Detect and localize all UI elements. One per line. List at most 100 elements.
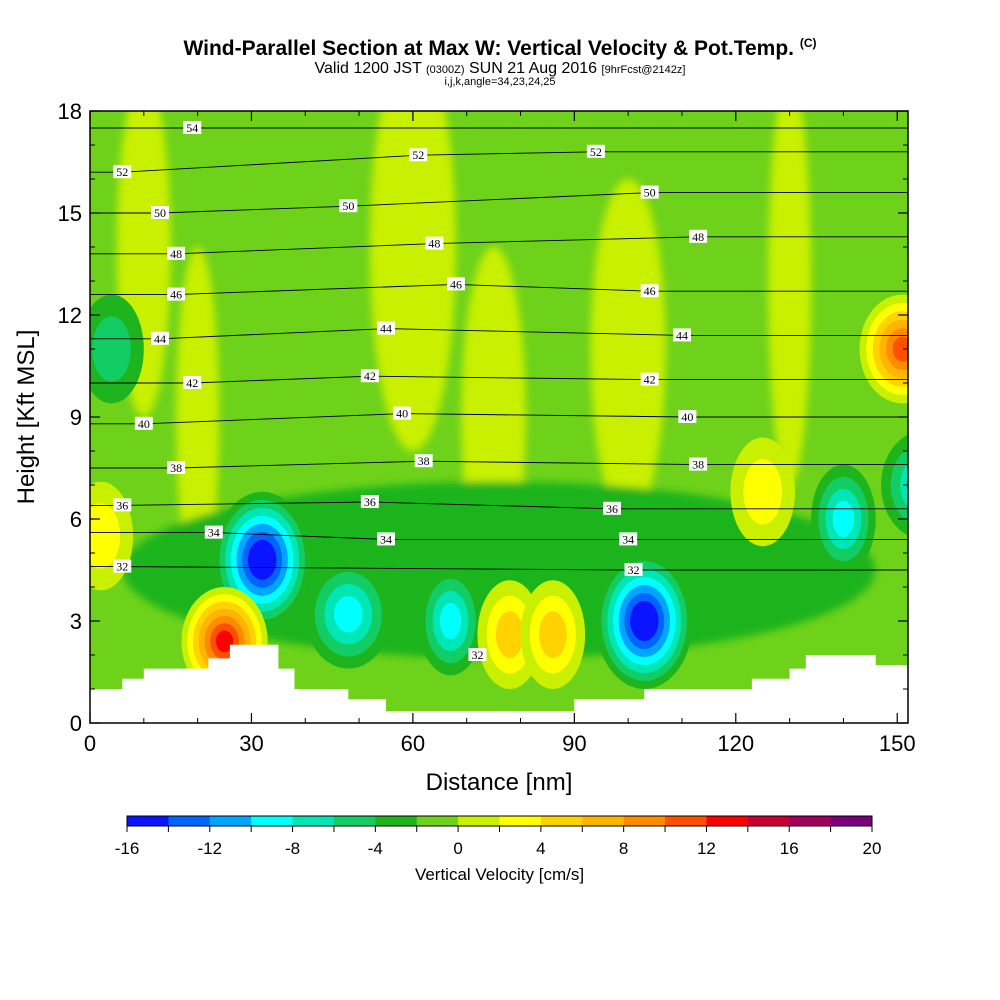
- colorbar-swatch: [127, 816, 169, 826]
- contour-label: 48: [692, 230, 704, 244]
- colorbar-tick-label: 4: [536, 839, 545, 858]
- contour-label-box: [446, 277, 465, 291]
- contour-label: 48: [170, 247, 182, 261]
- chart-indices: i,j,k,angle=34,23,24,25: [444, 76, 556, 88]
- contour-label-box: [183, 121, 202, 134]
- y-tick-label: 18: [58, 99, 82, 124]
- contour-label-box: [150, 206, 169, 219]
- contour-label: 44: [154, 332, 166, 346]
- velocity-band: [333, 596, 363, 633]
- contour-label: 42: [364, 369, 376, 383]
- contour-label-box: [640, 185, 659, 199]
- contour-label-box: [603, 501, 622, 515]
- contour-label: 44: [676, 328, 688, 342]
- contour-label-box: [409, 148, 428, 162]
- contour-label-box: [678, 410, 697, 423]
- velocity-field: [90, 111, 908, 723]
- contour-label-box: [414, 454, 433, 468]
- contour-label: 36: [606, 502, 618, 516]
- colorbar-swatch: [251, 816, 294, 826]
- colorbar-swatch: [747, 816, 790, 826]
- contour-label: 52: [116, 165, 128, 179]
- contour-label: 38: [170, 461, 182, 475]
- terrain-shape: [90, 644, 908, 723]
- colorbar-swatch: [830, 816, 873, 826]
- contour-label: 46: [170, 288, 182, 302]
- field-band: [369, 111, 456, 451]
- contour-label-box: [376, 532, 395, 546]
- field-band: [768, 111, 812, 485]
- colorbar-swatch: [375, 816, 418, 826]
- velocity-feature: [305, 559, 392, 669]
- contour-label: 32: [116, 560, 128, 574]
- contour-label: 34: [622, 532, 634, 546]
- contour-label: 44: [380, 322, 392, 336]
- colorbar-tick-label: -8: [285, 839, 300, 858]
- velocity-feature: [595, 553, 693, 689]
- colorbar-swatch: [209, 816, 252, 826]
- velocity-band: [92, 316, 131, 382]
- contour-label-box: [586, 144, 605, 158]
- contour-label-box: [393, 406, 412, 420]
- contour-label: 50: [154, 206, 166, 220]
- contour-labels: 32 32 32 34 34 34 36 36 36 38 38 38 40 40 40 42 42 42 44 44…: [113, 121, 708, 662]
- contour-label: 46: [644, 284, 656, 298]
- velocity-feature: [418, 566, 483, 676]
- contour-label-box: [113, 498, 132, 512]
- y-axis-label: Height [Kft MSL]: [13, 330, 40, 505]
- velocity-band: [743, 459, 783, 525]
- theta-contour-32: [90, 566, 908, 571]
- velocity-band: [215, 630, 234, 653]
- colorbar-tick-label: -12: [197, 839, 222, 858]
- colorbar-swatch: [789, 816, 832, 826]
- colorbar-tick-label: 16: [780, 839, 799, 858]
- contour-label: 50: [644, 186, 656, 200]
- contour-label: 48: [428, 237, 440, 251]
- velocity-feature: [90, 294, 144, 404]
- contour-label-box: [689, 229, 708, 243]
- velocity-band: [635, 609, 653, 633]
- x-tick-label: 30: [239, 731, 263, 756]
- colorbar-label: Vertical Velocity [cm/s]: [415, 865, 584, 884]
- copyright-mark: (C): [799, 36, 817, 50]
- velocity-band: [538, 611, 567, 658]
- contour-label-box: [468, 648, 487, 661]
- colorbar-swatch: [458, 816, 500, 826]
- chart-title: Wind-Parallel Section at Max W: Vertical…: [183, 36, 817, 60]
- y-tick-label: 3: [70, 609, 82, 634]
- chart-subtitle: Valid 1200 JST (0300Z) SUN 21 Aug 2016 […: [314, 60, 686, 77]
- contour-label: 36: [364, 495, 376, 509]
- colorbar-swatch: [623, 816, 666, 826]
- contour-label-box: [640, 372, 659, 386]
- contour-label-box: [360, 495, 379, 508]
- velocity-band: [253, 547, 271, 572]
- x-tick-label: 0: [84, 731, 96, 756]
- contour-label-box: [204, 525, 223, 539]
- contour-label-box: [113, 559, 132, 573]
- colorbar-tick-label: 8: [619, 839, 628, 858]
- y-tick-label: 9: [70, 405, 82, 430]
- velocity-band: [890, 447, 908, 523]
- contour-label-box: [672, 328, 691, 342]
- colorbar-swatch: [292, 816, 335, 826]
- contour-label-box: [339, 199, 358, 213]
- velocity-feature: [730, 437, 795, 547]
- y-tick-label: 15: [58, 201, 82, 226]
- velocity-feature: [881, 434, 908, 536]
- contour-label-box: [167, 246, 186, 260]
- x-tick-label: 60: [401, 731, 425, 756]
- colorbar-swatch: [499, 816, 542, 826]
- velocity-band: [892, 336, 908, 362]
- y-tick-label: 12: [58, 303, 82, 328]
- contour-label-box: [640, 284, 659, 298]
- contour-label: 42: [186, 376, 198, 390]
- contour-label-box: [167, 461, 186, 474]
- contour-label-box: [425, 236, 444, 250]
- colorbar-swatch: [168, 816, 211, 826]
- contour-label-box: [360, 369, 379, 383]
- contour-label: 46: [450, 277, 462, 291]
- contour-label: 32: [628, 563, 640, 577]
- contour-label: 54: [186, 121, 198, 135]
- terrain: [90, 644, 908, 723]
